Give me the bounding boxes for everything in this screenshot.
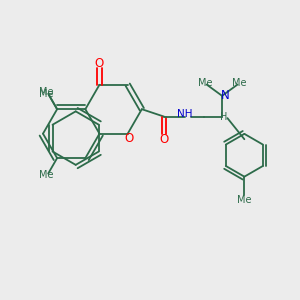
Text: Me: Me: [232, 78, 246, 88]
Text: O: O: [95, 56, 104, 70]
Text: NH: NH: [177, 109, 193, 119]
Text: O: O: [124, 132, 134, 145]
Text: O: O: [160, 133, 169, 146]
Text: Me: Me: [198, 78, 212, 88]
Text: Me: Me: [39, 87, 53, 97]
Text: Me: Me: [39, 170, 53, 180]
Text: H: H: [220, 112, 227, 122]
Text: Me: Me: [237, 195, 252, 205]
Text: N: N: [221, 89, 230, 102]
Text: Me: Me: [39, 89, 53, 99]
